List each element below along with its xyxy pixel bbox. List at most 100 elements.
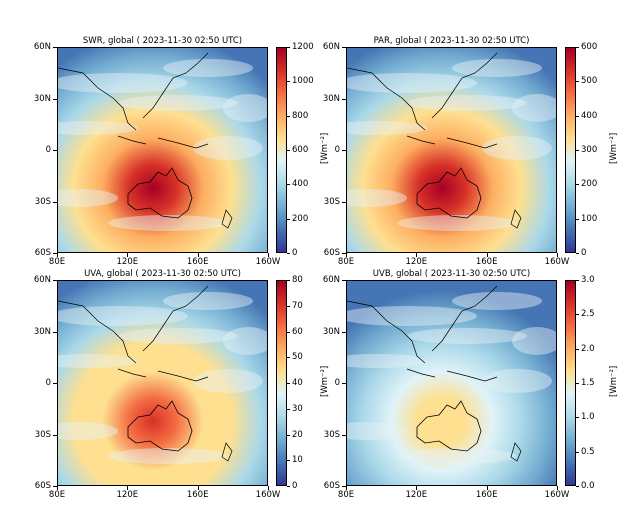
colorbar-tick-mark	[287, 115, 290, 117]
colorbar-tick-label: 200	[292, 213, 309, 224]
colorbar-tick-mark	[287, 218, 290, 220]
y-tick-label: 60N	[33, 42, 51, 52]
y-tick-label: 0	[334, 378, 340, 388]
colorbar-tick-label: 50	[292, 352, 303, 363]
radiation-map	[57, 280, 268, 486]
colorbar-tick-mark	[287, 305, 290, 307]
y-tick-mark	[342, 280, 346, 281]
colorbar-tick-label: 2.5	[581, 309, 595, 320]
colorbar-tick-mark	[576, 81, 579, 83]
panel-title: SWR, global ( 2023-11-30 02:50 UTC)	[82, 36, 243, 46]
colorbar-tick-label: 2.0	[581, 343, 595, 354]
x-tick-mark	[416, 486, 418, 490]
colorbar-tick-mark	[287, 184, 290, 186]
x-tick-label: 160E	[186, 490, 209, 500]
cloud-band	[108, 215, 228, 231]
y-tick-mark	[342, 331, 346, 333]
x-tick-mark	[57, 253, 58, 257]
colorbar-tick-mark	[287, 331, 290, 333]
x-tick-mark	[57, 486, 58, 490]
x-tick-mark	[127, 253, 129, 257]
y-tick-mark	[53, 47, 57, 48]
y-tick-mark	[53, 280, 57, 281]
cloud-band	[347, 189, 407, 207]
cloud-band	[452, 59, 542, 77]
colorbar-tick-mark	[576, 383, 579, 384]
colorbar-tick-mark	[576, 348, 579, 350]
y-tick-label: 30N	[322, 326, 340, 337]
colorbar-tick-label: 70	[292, 300, 303, 311]
y-tick-mark	[53, 201, 57, 203]
cloud-band	[397, 448, 517, 464]
y-tick-mark	[342, 150, 346, 151]
y-tick-mark	[342, 47, 346, 48]
colorbar-tick-mark	[287, 408, 290, 410]
cloud-band	[58, 354, 138, 368]
colorbar-tick-label: 1.5	[581, 378, 595, 388]
x-tick-mark	[346, 253, 347, 257]
y-tick-label: 60S	[323, 248, 340, 258]
panel-title: UVB, global ( 2023-11-30 02:50 UTC)	[372, 269, 531, 279]
cloud-band	[397, 215, 517, 231]
colorbar	[276, 47, 287, 253]
asia-coastline	[347, 52, 498, 149]
y-tick-label: 30S	[34, 429, 51, 440]
y-tick-mark	[342, 201, 346, 203]
cloud-band	[193, 136, 263, 160]
colorbar-tick-mark	[576, 314, 579, 316]
colorbar-tick-mark	[576, 115, 579, 117]
colorbar-tick-mark	[287, 253, 290, 254]
colorbar-tick-mark	[576, 253, 579, 254]
y-tick-label: 30S	[323, 429, 340, 440]
colorbar-tick-label: 200	[581, 179, 598, 190]
cloud-band	[347, 73, 477, 93]
cloud-band	[118, 95, 238, 111]
colorbar	[565, 47, 576, 253]
colorbar-tick-label: 1.0	[581, 412, 595, 423]
cloud-band	[193, 369, 263, 393]
colorbar-tick-label: 100	[581, 213, 598, 224]
cloud-band	[58, 121, 138, 135]
colorbar-tick-label: 0.0	[581, 481, 595, 491]
radiation-field	[58, 281, 267, 485]
x-tick-label: 160E	[186, 257, 209, 267]
colorbar-tick-label: 10	[292, 455, 303, 466]
colorbar-tick-label: 0.5	[581, 446, 595, 457]
y-tick-label: 30S	[34, 196, 51, 207]
y-tick-label: 60N	[33, 275, 51, 285]
y-tick-mark	[53, 253, 57, 254]
cloud-band	[482, 369, 552, 393]
y-tick-mark	[342, 434, 346, 436]
cloud-band	[223, 94, 267, 122]
y-tick-label: 0	[334, 145, 340, 155]
x-tick-label: 120E	[116, 257, 139, 267]
cloud-band	[58, 73, 188, 93]
x-tick-label: 120E	[116, 490, 139, 500]
colorbar-unit-label: [Wm⁻²]	[609, 365, 619, 397]
x-tick-label: 160W	[255, 490, 281, 500]
x-tick-mark	[197, 253, 199, 257]
cloud-band	[347, 306, 477, 326]
panel-title: UVA, global ( 2023-11-30 02:50 UTC)	[84, 269, 241, 279]
australia-coastline	[416, 167, 482, 219]
y-tick-label: 60S	[34, 481, 51, 491]
colorbar-tick-label: 40	[292, 378, 303, 388]
x-tick-label: 160W	[544, 257, 570, 267]
colorbar-tick-label: 60	[292, 326, 303, 337]
cloud-band	[58, 422, 118, 440]
x-tick-mark	[127, 486, 129, 490]
y-tick-mark	[53, 486, 57, 487]
colorbar-tick-label: 3.0	[581, 275, 595, 285]
new-zealand-coastline	[221, 209, 233, 229]
asia-coastline	[347, 285, 498, 382]
x-tick-label: 160E	[475, 257, 498, 267]
new-zealand-coastline	[510, 209, 522, 229]
new-zealand-coastline	[510, 442, 522, 462]
radiation-map	[346, 280, 557, 486]
cloud-band	[58, 306, 188, 326]
colorbar-tick-label: 600	[581, 42, 598, 52]
x-tick-mark	[486, 253, 488, 257]
cloud-band	[347, 121, 427, 135]
australia-coastline	[127, 167, 193, 219]
y-tick-label: 30S	[323, 196, 340, 207]
